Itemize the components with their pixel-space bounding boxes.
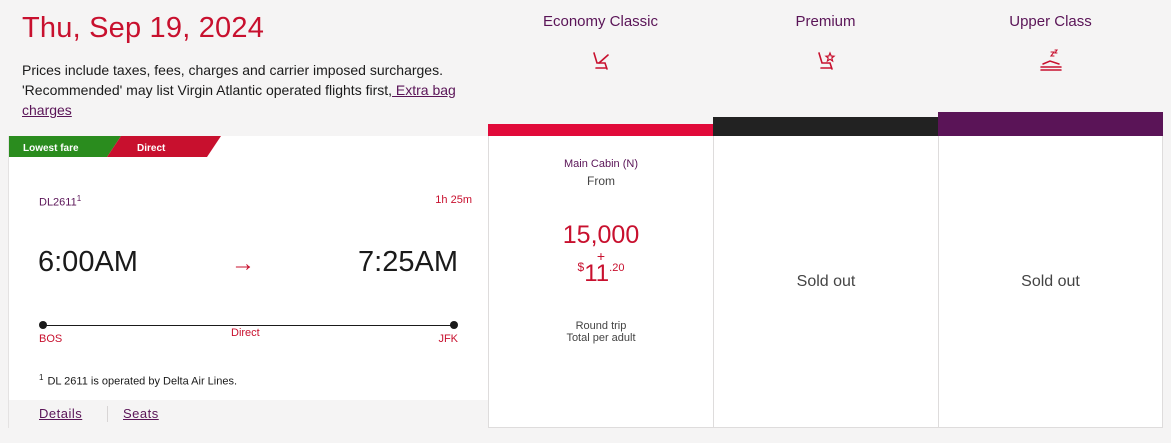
footnote-mark: 1 [39,373,44,382]
stops-label: Direct [231,327,260,339]
bed-icon [1039,49,1062,71]
fare-cabin-class: Main Cabin (N) [564,158,638,170]
fare-amount-whole: 11 [584,260,610,287]
operated-by-text: DL 2611 is operated by Delta Air Lines. [47,375,238,388]
total-per-adult: Total per adult [566,332,636,344]
seat-star-icon [817,51,836,70]
sold-out-label: Sold out [1021,273,1080,290]
flight-date: Thu, Sep 19, 2024 [22,12,265,44]
flight-duration: 1h 25m [435,194,472,206]
footnote-mark: 1 [76,194,82,203]
fare-cell-premium: Sold out [713,136,938,428]
direct-badge: Direct [137,143,166,154]
flight-number: DL26111 [39,194,81,209]
flight-number-text: DL2611 [39,196,77,209]
cabin-color-bar [938,112,1163,136]
extra-bag-charges-link[interactable]: Extra bag charges [22,82,456,118]
destination-airport: JFK [438,333,458,345]
route-line [43,325,454,326]
origin-airport: BOS [39,333,63,345]
prices-note: Prices include taxes, fees, charges and … [22,60,462,120]
cabin-name: Economy Classic [542,13,659,30]
cabin-header-upper[interactable]: Upper Class [938,0,1163,136]
origin-dot [39,321,47,329]
departure-time: 6:00AM [38,246,138,278]
divider [107,406,108,422]
seat-icon [592,52,609,70]
fare-currency: $ [577,260,585,274]
fare-badges: Lowest fare Direct [9,136,221,157]
cabin-name: Premium [795,13,856,30]
cabin-color-bar [488,124,713,136]
fare-from-label: From [587,174,615,188]
cabin-color-bar [713,117,938,136]
trip-type: Round trip [575,320,627,332]
date-header: Thu, Sep 19, 2024 Prices include taxes, … [0,0,488,136]
flight-card: Lowest fare Direct DL26111 1h 25m 6:00AM… [8,136,488,428]
page-bottom [0,428,1171,443]
cabin-header-premium[interactable]: Premium [713,0,938,136]
cabin-header-economy[interactable]: Economy Classic [488,0,713,136]
fare-cell-economy[interactable]: Main Cabin (N) From 15,000 + $11.20 Roun… [488,136,713,428]
seats-link[interactable]: Seats [123,406,159,421]
cabin-name: Upper Class [1009,13,1092,30]
fare-points: 15,000 [562,221,640,249]
lowest-fare-badge: Lowest fare [23,143,79,154]
arrival-time: 7:25AM [358,246,458,278]
prices-note-text: Prices include taxes, fees, charges and … [22,62,443,98]
operated-by-note: 1 DL 2611 is operated by Delta Air Lines. [39,373,237,388]
fare-trip-info: Round trip Total per adult [489,320,713,344]
fare-cash: $11.20 [489,260,713,288]
fare-amount-cents: .20 [609,262,625,274]
fare-cell-upper: Sold out [938,136,1163,428]
flight-card-footer: Details Seats [9,400,488,428]
destination-dot [450,321,458,329]
sold-out-label: Sold out [796,273,856,290]
arrow-right-icon: → [231,250,255,277]
fare-plus: + [596,248,606,264]
details-link[interactable]: Details [39,406,83,421]
